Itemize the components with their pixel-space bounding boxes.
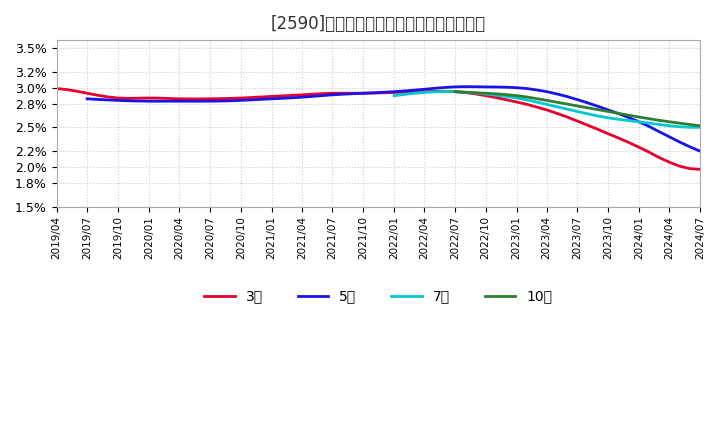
Line: 7年: 7年	[394, 92, 700, 127]
Line: 3年: 3年	[57, 88, 700, 169]
Line: 10年: 10年	[455, 92, 700, 126]
Legend: 3年, 5年, 7年, 10年: 3年, 5年, 7年, 10年	[199, 283, 558, 308]
Title: [2590]　経常利益マージンの平均値の推移: [2590] 経常利益マージンの平均値の推移	[271, 15, 486, 33]
Line: 5年: 5年	[87, 87, 700, 151]
